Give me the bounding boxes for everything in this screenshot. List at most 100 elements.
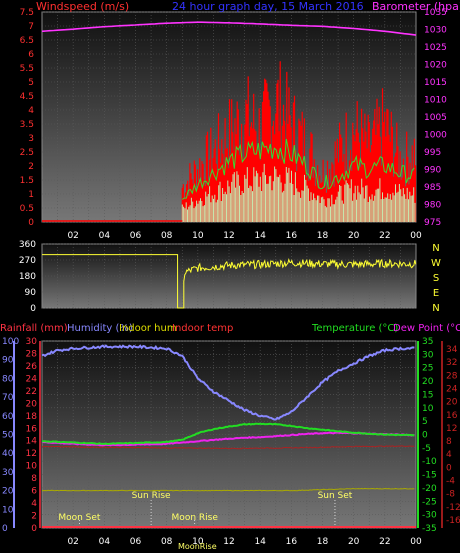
rain-tick-label: 30: [26, 337, 38, 347]
rain-tick-label: 20: [26, 399, 38, 409]
baro-tick-label: 1015: [424, 78, 447, 88]
x-tick-label: 10: [192, 231, 204, 241]
temperature-tick-label: 5: [422, 417, 428, 427]
wind-axis-label: Windspeed (m/s): [36, 0, 129, 13]
rain-tick-label: 26: [26, 362, 38, 372]
baro-tick-label: 1020: [424, 61, 447, 71]
wind-tick-label: 3.5: [20, 120, 34, 130]
humidity-tick-label: 30: [2, 468, 14, 478]
chart-title: 24 hour graph day, 15 March 2016: [172, 0, 364, 13]
baro-tick-label: 995: [424, 148, 441, 158]
x-tick-label: 00: [410, 231, 422, 241]
x-tick-label: 20: [348, 231, 360, 241]
wind-tick-label: 7: [28, 22, 34, 32]
dewpoint-tick-label: -12: [446, 503, 460, 513]
baro-tick-label: 1025: [424, 43, 447, 53]
temperature-tick-label: 25: [422, 364, 433, 374]
x-tick-label: 18: [317, 537, 329, 547]
rain-tick-label: 4: [31, 499, 37, 509]
compass-label: E: [433, 288, 439, 299]
temperature-tick-label: -35: [422, 524, 437, 534]
x-tick-label: 12: [223, 537, 234, 547]
humidity-tick-label: 40: [2, 449, 14, 459]
x-tick-label: 14: [254, 537, 266, 547]
rain-tick-label: 0: [31, 524, 37, 534]
temperature-tick-label: -30: [422, 511, 437, 521]
x-tick-label: 16: [286, 231, 298, 241]
dewpoint-axis-label: Dew Point (°C): [393, 323, 460, 334]
temperature-tick-label: 30: [422, 350, 434, 360]
wind-direction-series: [42, 254, 417, 309]
baro-tick-label: 1035: [424, 8, 447, 18]
wind-tick-label: 6: [28, 50, 34, 60]
direction-tick-label: 90: [25, 288, 37, 298]
direction-tick-label: 270: [19, 256, 36, 266]
temperature-tick-label: 35: [422, 337, 433, 347]
temperature-tick-label: 10: [422, 404, 434, 414]
compass-label: N: [432, 303, 439, 314]
rain-tick-label: 8: [31, 474, 37, 484]
humidity-tick-label: 100: [2, 337, 19, 347]
dewpoint-tick-label: 16: [446, 411, 458, 421]
baro-tick-label: 1010: [424, 96, 447, 106]
direction-tick-label: 360: [19, 240, 36, 250]
barometer-axis-label: Barometer (hpa): [372, 0, 460, 13]
wind-tick-label: 0.5: [20, 204, 34, 214]
indoor-temp-label: Indoor temp: [172, 323, 233, 334]
humidity-tick-label: 50: [2, 431, 14, 441]
x-tick-label: 00: [410, 537, 422, 547]
humidity-tick-label: 10: [2, 505, 14, 515]
dewpoint-tick-label: -16: [446, 516, 460, 526]
dewpoint-tick-label: -8: [446, 490, 455, 500]
x-tick-label: 04: [99, 231, 111, 241]
dewpoint-tick-label: 32: [446, 358, 457, 368]
x-tick-label: 08: [161, 231, 173, 241]
event-label: Sun Rise: [132, 491, 171, 501]
x-tick-label: 10: [192, 537, 204, 547]
humidity-tick-label: 20: [2, 487, 14, 497]
compass-label: W: [431, 258, 441, 269]
rain-tick-label: 18: [26, 412, 38, 422]
rainfall-axis-label: Rainfall (mm): [0, 323, 68, 334]
avg-wind-line: [182, 138, 415, 200]
x-tick-label: 22: [379, 537, 390, 547]
baro-tick-label: 990: [424, 166, 441, 176]
wind-tick-label: 1: [28, 190, 34, 200]
rain-tick-label: 14: [26, 437, 38, 447]
dewpoint-tick-label: 20: [446, 398, 458, 408]
wind-tick-label: 3: [28, 134, 34, 144]
temperature-humidity-panel: Moon Set Sun Rise Moon Rise Sun Set 0 10 20 30…: [0, 323, 460, 551]
wind-tick-label: 6.5: [20, 36, 34, 46]
humidity-axis-label: Humidity (%): [67, 323, 133, 334]
x-tick-label: 20: [348, 537, 360, 547]
x-tick-label: 16: [286, 537, 298, 547]
wind-tick-label: 5: [28, 78, 34, 88]
barometer-series: [41, 21, 417, 36]
event-label: Moon Set: [58, 513, 101, 523]
baro-tick-label: 1000: [424, 131, 447, 141]
event-label: Sun Set: [318, 491, 353, 501]
temperature-tick-label: -20: [422, 484, 437, 494]
rain-tick-label: 28: [26, 349, 38, 359]
rain-tick-label: 16: [26, 424, 38, 434]
rain-tick-label: 24: [26, 374, 38, 384]
temperature-tick-label: 20: [422, 377, 434, 387]
wind-tick-label: 5.5: [20, 64, 34, 74]
avg-wind-series: [181, 163, 416, 222]
temperature-tick-label: -25: [422, 497, 437, 507]
baro-tick-label: 975: [424, 218, 441, 228]
rain-tick-label: 22: [26, 387, 37, 397]
dewpoint-tick-label: 34: [446, 345, 458, 355]
dewpoint-tick-label: 12: [446, 424, 457, 434]
dewpoint-tick-label: 8: [446, 437, 452, 447]
indoor-hum-series: [41, 487, 415, 492]
dewpoint-tick-label: 0: [446, 463, 452, 473]
temperature-tick-label: 15: [422, 390, 433, 400]
event-label: Moon Rise: [172, 513, 219, 523]
temperature-tick-label: -5: [422, 444, 431, 454]
x-tick-label: 18: [317, 231, 329, 241]
baro-tick-label: 980: [424, 201, 441, 211]
x-tick-label: 06: [130, 537, 142, 547]
indoor-temp-series: [41, 445, 415, 450]
